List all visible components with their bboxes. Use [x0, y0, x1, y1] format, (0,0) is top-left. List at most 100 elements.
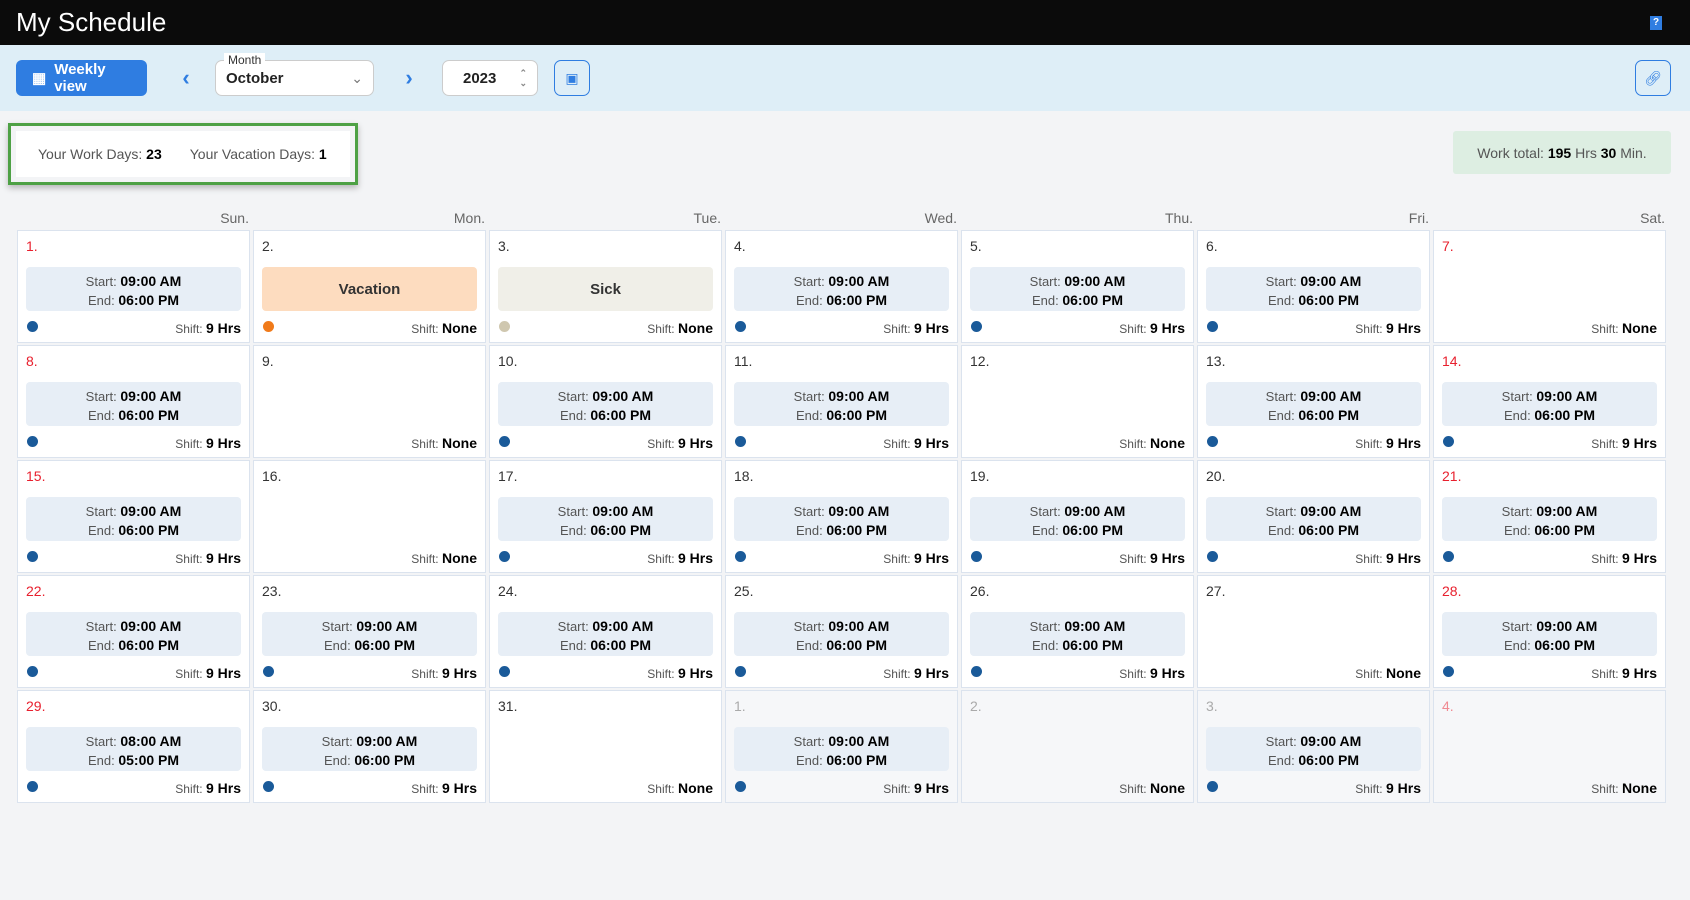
today-calendar-button[interactable]: ▣ [554, 60, 590, 96]
day-cell[interactable]: 29. Start: 08:00 AM End: 05:00 PM Shift: 9 … [17, 690, 250, 803]
shift-duration: Shift: None [1591, 780, 1657, 796]
shift-times[interactable]: Start: 08:00 AM End: 05:00 PM [26, 727, 241, 771]
shift-duration: Shift: 9 Hrs [1119, 320, 1185, 336]
shift-duration: Shift: None [411, 320, 477, 336]
day-cell[interactable]: 3. Sick Shift: None [489, 230, 722, 343]
shift-duration: Shift: 9 Hrs [1355, 780, 1421, 796]
day-cell[interactable]: 20. Start: 09:00 AM End: 06:00 PM Shift: 9 … [1197, 460, 1430, 573]
year-value: 2023 [463, 69, 497, 87]
weekday-label: Sat. [1640, 210, 1665, 226]
shift-times[interactable]: Start: 09:00 AM End: 06:00 PM [1442, 382, 1657, 426]
vacation-badge[interactable]: Vacation [262, 267, 477, 311]
shift-duration: Shift: 9 Hrs [1355, 435, 1421, 451]
day-cell[interactable]: 30. Start: 09:00 AM End: 06:00 PM Shift: 9 … [253, 690, 486, 803]
day-cell[interactable]: 4. Shift: None [1433, 690, 1666, 803]
day-cell[interactable]: 1. Start: 09:00 AM End: 06:00 PM Shift: 9 H… [17, 230, 250, 343]
toolbar: ▦ Weekly view ‹ Month October ⌄ › 2023 ⌃… [0, 45, 1690, 111]
shift-duration: Shift: None [1355, 665, 1421, 681]
shift-times[interactable]: Start: 09:00 AM End: 06:00 PM [1206, 382, 1421, 426]
shift-times[interactable]: Start: 09:00 AM End: 06:00 PM [1206, 267, 1421, 311]
day-cell[interactable]: 22. Start: 09:00 AM End: 06:00 PM Shift: 9 … [17, 575, 250, 688]
day-number: 6. [1206, 238, 1218, 254]
day-number: 21. [1442, 468, 1462, 484]
year-stepper[interactable]: 2023 ⌃ ⌄ [442, 60, 538, 96]
shift-times[interactable]: Start: 09:00 AM End: 06:00 PM [970, 497, 1185, 541]
shift-duration: Shift: 9 Hrs [175, 320, 241, 336]
day-cell[interactable]: 21. Start: 09:00 AM End: 06:00 PM Shift: 9 … [1433, 460, 1666, 573]
day-number: 20. [1206, 468, 1226, 484]
weekday-label: Tue. [693, 210, 722, 226]
day-cell[interactable]: 18. Start: 09:00 AM End: 06:00 PM Shift: 9 … [725, 460, 958, 573]
day-cell[interactable]: 16. Shift: None [253, 460, 486, 573]
day-number: 13. [1206, 353, 1226, 369]
day-cell[interactable]: 1. Start: 09:00 AM End: 06:00 PM Shift: 9 H… [725, 690, 958, 803]
day-number: 12. [970, 353, 990, 369]
day-cell[interactable]: 19. Start: 09:00 AM End: 06:00 PM Shift: 9 … [961, 460, 1194, 573]
weekly-view-button[interactable]: ▦ Weekly view [16, 60, 147, 96]
status-dot [1207, 781, 1218, 792]
day-cell[interactable]: 2. Vacation Shift: None [253, 230, 486, 343]
shift-times[interactable]: Start: 09:00 AM End: 06:00 PM [734, 497, 949, 541]
day-cell[interactable]: 13. Start: 09:00 AM End: 06:00 PM Shift: 9 … [1197, 345, 1430, 458]
day-number: 3. [1206, 698, 1218, 714]
shift-times[interactable]: Start: 09:00 AM End: 06:00 PM [262, 727, 477, 771]
share-link-button[interactable]: 🔗︎ [1635, 60, 1671, 96]
day-cell[interactable]: 11. Start: 09:00 AM End: 06:00 PM Shift: 9 … [725, 345, 958, 458]
shift-times[interactable]: Start: 09:00 AM End: 06:00 PM [498, 382, 713, 426]
shift-times[interactable]: Start: 09:00 AM End: 06:00 PM [1442, 612, 1657, 656]
day-cell[interactable]: 28. Start: 09:00 AM End: 06:00 PM Shift: 9 … [1433, 575, 1666, 688]
shift-times[interactable]: Start: 09:00 AM End: 06:00 PM [734, 267, 949, 311]
month-select[interactable]: Month October ⌄ [215, 53, 374, 96]
spinner-icon[interactable]: ⌃ ⌄ [519, 68, 527, 88]
shift-times[interactable]: Start: 09:00 AM End: 06:00 PM [1206, 727, 1421, 771]
day-cell[interactable]: 24. Start: 09:00 AM End: 06:00 PM Shift: 9 … [489, 575, 722, 688]
shift-times[interactable]: Start: 09:00 AM End: 06:00 PM [734, 612, 949, 656]
status-dot [499, 551, 510, 562]
sick-badge[interactable]: Sick [498, 267, 713, 311]
day-cell[interactable]: 17. Start: 09:00 AM End: 06:00 PM Shift: 9 … [489, 460, 722, 573]
day-cell[interactable]: 27. Shift: None [1197, 575, 1430, 688]
days-summary: Your Work Days: 23 Your Vacation Days: 1 [8, 123, 358, 185]
day-cell[interactable]: 15. Start: 09:00 AM End: 06:00 PM Shift: 9 … [17, 460, 250, 573]
day-cell[interactable]: 6. Start: 09:00 AM End: 06:00 PM Shift: 9 H… [1197, 230, 1430, 343]
day-cell[interactable]: 5. Start: 09:00 AM End: 06:00 PM Shift: 9 H… [961, 230, 1194, 343]
day-cell[interactable]: 31. Shift: None [489, 690, 722, 803]
shift-times[interactable]: Start: 09:00 AM End: 06:00 PM [1442, 497, 1657, 541]
shift-times[interactable]: Start: 09:00 AM End: 06:00 PM [1206, 497, 1421, 541]
shift-times[interactable]: Start: 09:00 AM End: 06:00 PM [734, 727, 949, 771]
shift-times[interactable]: Start: 09:00 AM End: 06:00 PM [970, 267, 1185, 311]
day-number: 3. [498, 238, 510, 254]
day-cell[interactable]: 12. Shift: None [961, 345, 1194, 458]
help-book-icon[interactable]: ? [1650, 15, 1662, 30]
shift-times[interactable]: Start: 09:00 AM End: 06:00 PM [262, 612, 477, 656]
shift-times[interactable]: Start: 09:00 AM End: 06:00 PM [970, 612, 1185, 656]
day-cell[interactable]: 4. Start: 09:00 AM End: 06:00 PM Shift: 9 H… [725, 230, 958, 343]
day-cell[interactable]: 14. Start: 09:00 AM End: 06:00 PM Shift: 9 … [1433, 345, 1666, 458]
day-cell[interactable]: 23. Start: 09:00 AM End: 06:00 PM Shift: 9 … [253, 575, 486, 688]
day-cell[interactable]: 26. Start: 09:00 AM End: 06:00 PM Shift: 9 … [961, 575, 1194, 688]
next-month-button[interactable]: › [405, 65, 413, 90]
shift-times[interactable]: Start: 09:00 AM End: 06:00 PM [26, 267, 241, 311]
day-cell[interactable]: 25. Start: 09:00 AM End: 06:00 PM Shift: 9 … [725, 575, 958, 688]
day-cell[interactable]: 8. Start: 09:00 AM End: 06:00 PM Shift: 9 H… [17, 345, 250, 458]
status-dot [499, 436, 510, 447]
shift-times[interactable]: Start: 09:00 AM End: 06:00 PM [734, 382, 949, 426]
status-dot [971, 551, 982, 562]
status-dot [971, 666, 982, 677]
shift-times[interactable]: Start: 09:00 AM End: 06:00 PM [26, 497, 241, 541]
shift-duration: Shift: 9 Hrs [1119, 665, 1185, 681]
shift-times[interactable]: Start: 09:00 AM End: 06:00 PM [26, 612, 241, 656]
day-cell[interactable]: 3. Start: 09:00 AM End: 06:00 PM Shift: 9 H… [1197, 690, 1430, 803]
status-dot [263, 321, 274, 332]
shift-duration: Shift: 9 Hrs [1591, 550, 1657, 566]
shift-times[interactable]: Start: 09:00 AM End: 06:00 PM [498, 497, 713, 541]
shift-times[interactable]: Start: 09:00 AM End: 06:00 PM [498, 612, 713, 656]
link-icon: 🔗︎ [1644, 69, 1662, 86]
day-number: 11. [734, 353, 753, 369]
prev-month-button[interactable]: ‹ [182, 65, 190, 90]
day-cell[interactable]: 9. Shift: None [253, 345, 486, 458]
day-cell[interactable]: 7. Shift: None [1433, 230, 1666, 343]
day-cell[interactable]: 10. Start: 09:00 AM End: 06:00 PM Shift: 9 … [489, 345, 722, 458]
shift-times[interactable]: Start: 09:00 AM End: 06:00 PM [26, 382, 241, 426]
day-cell[interactable]: 2. Shift: None [961, 690, 1194, 803]
